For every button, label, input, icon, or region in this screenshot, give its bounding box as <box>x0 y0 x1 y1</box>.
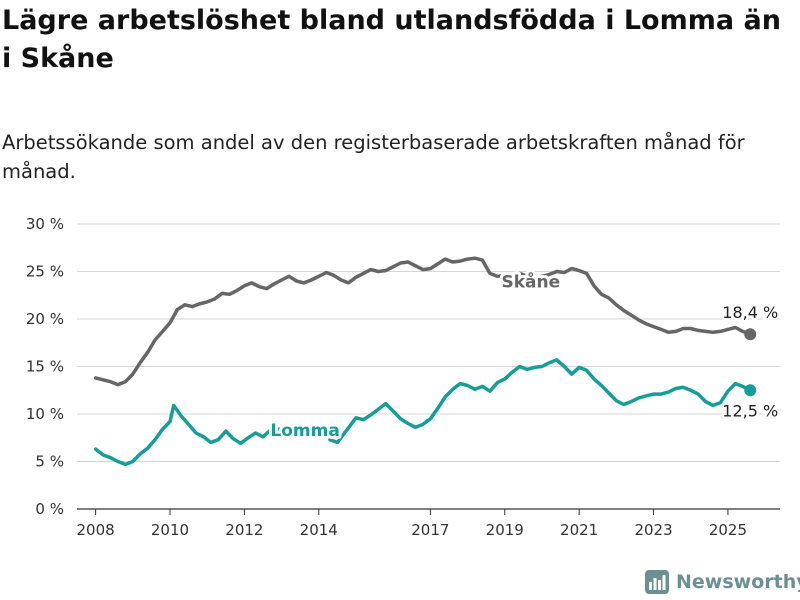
series-end-point-sk-ne <box>744 328 757 341</box>
series-lines <box>93 256 757 467</box>
gridlines <box>77 223 780 510</box>
y-tick-label: 25 % <box>26 263 64 281</box>
y-tick-label: 0 % <box>35 500 64 518</box>
x-tick-label: 2017 <box>411 521 449 539</box>
x-tick-label: 2010 <box>151 521 189 539</box>
x-tick-label: 2019 <box>486 521 524 539</box>
brand-logo: Newsworthy <box>645 567 800 597</box>
y-axis-ticks: 0 % 5 % 10 % 15 % 20 % 25 % 30 % <box>26 215 64 518</box>
x-tick-label: 2021 <box>560 521 598 539</box>
x-tick-label: 2025 <box>709 521 747 539</box>
series-line-sk-ne <box>93 256 752 387</box>
end-value-label-lomma: 12,5 % <box>722 401 778 420</box>
x-tick-label: 2023 <box>634 521 672 539</box>
x-axis: 2008 2010 2012 2014 2017 2019 2021 2023 2025 <box>77 509 747 539</box>
x-tick-label: 2014 <box>300 521 338 539</box>
chart-subtitle: Arbetssökande som andel av den registerb… <box>2 131 745 183</box>
series-end-point-lomma <box>744 384 757 397</box>
bar-chart-icon <box>645 570 669 594</box>
y-tick-label: 10 % <box>26 405 64 423</box>
series-line-lomma <box>93 358 752 467</box>
end-value-label-sk-ne: 18,4 % <box>722 303 778 322</box>
series-label-lomma: Lomma <box>270 421 339 441</box>
y-tick-label: 20 % <box>26 310 64 328</box>
y-tick-label: 15 % <box>26 358 64 376</box>
brand-name: Newsworthy <box>676 571 800 593</box>
x-tick-label: 2012 <box>225 521 263 539</box>
series-labels: Skåne 18,4 % Lomma 12,5 % <box>267 268 780 444</box>
x-tick-label: 2008 <box>77 521 115 539</box>
series-label-sk-ne: Skåne <box>501 271 560 293</box>
y-tick-label: 30 % <box>26 215 64 233</box>
y-tick-label: 5 % <box>35 453 64 471</box>
chart-title: Lägre arbetslöshet bland utlandsfödda i … <box>2 5 781 74</box>
